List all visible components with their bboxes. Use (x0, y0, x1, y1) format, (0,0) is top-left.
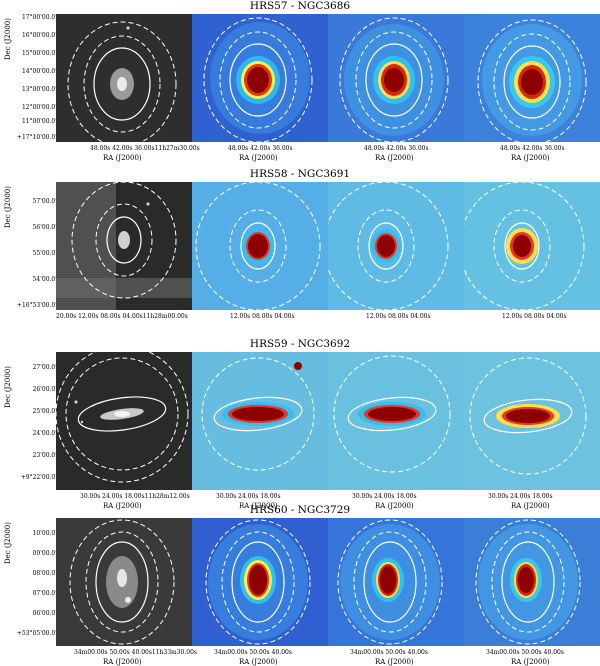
y-tick: 57'00.0" (32, 198, 58, 205)
y-tick: 25'00.0" (32, 408, 58, 415)
map-panel-3 (464, 14, 600, 142)
x-axis-label: RA (J2000) (103, 502, 142, 510)
row-ngc3692: HRS59 - NGC3692 Dec (J2000) 27'00.0" 26'… (0, 338, 600, 510)
y-tick: 08'00.0" (32, 570, 58, 577)
map-panel-1 (192, 352, 328, 490)
x-axis-label: RA (J2000) (511, 658, 550, 666)
x-axis-label: RA (J2000) (239, 154, 278, 162)
x-ticks-map-1: 30.00s 24.00s 18.00s (216, 493, 281, 500)
map-panel-2 (328, 14, 464, 142)
optical-image-panel (56, 518, 192, 646)
x-axis-label: RA (J2000) (103, 658, 142, 666)
x-axis-label: RA (J2000) (511, 154, 550, 162)
map-panel-1 (192, 518, 328, 646)
y-tick: 23'00.0" (32, 452, 58, 459)
x-axis-label: RA (J2000) (375, 658, 414, 666)
row-ngc3729: HRS60 - NGC3729 Dec (J2000) 10'00.0" 09'… (0, 504, 600, 666)
x-axis-label: RA (J2000) (239, 502, 278, 510)
x-axis-label: RA (J2000) (511, 502, 550, 510)
y-tick: 17°00'00.0" (21, 14, 58, 21)
y-tick: 06'00.0" (32, 610, 58, 617)
y-tick: 15°00'00.0" (21, 50, 58, 57)
y-tick: 56'00.0" (32, 224, 58, 231)
y-tick-list: 27'00.0" 26'00.0" 25'00.0" 24'00.0" 23'0… (8, 352, 58, 482)
y-tick-list: 17°00'00.0" 16°00'00.0" 15°00'00.0" 14°0… (8, 14, 58, 144)
map-panel-2 (328, 518, 464, 646)
y-tick: +16°53'00.0" (16, 302, 58, 309)
x-ticks-map-3: 48.00s 42.00s 36.00s (500, 145, 565, 152)
y-tick: 09'00.0" (32, 550, 58, 557)
map-panel-2 (328, 352, 464, 490)
x-ticks-optical: 20.00s 12.00s 08.00s 04.00s11h28m00.00s (56, 313, 188, 320)
y-tick: +53°05'00.0" (16, 630, 58, 637)
y-tick: 10'00.0" (32, 530, 58, 537)
y-tick: +9°22'00.0" (20, 474, 58, 481)
map-panel-3 (464, 352, 600, 490)
y-tick: 12°00'00.0" (21, 104, 58, 111)
y-tick: 16°00'00.0" (21, 32, 58, 39)
row-title: HRS59 - NGC3692 (249, 338, 351, 350)
row-title: HRS58 - NGC3691 (249, 168, 351, 180)
x-ticks-map-2: 48.00s 42.00s 36.00s (364, 145, 429, 152)
y-tick: 14°00'00.0" (21, 68, 58, 75)
x-ticks-map-2: 12.00s 08.00s 04.00s (366, 313, 431, 320)
y-tick-list: 10'00.0" 09'00.0" 08'00.0" 07'00.0" 06'0… (8, 518, 58, 648)
x-ticks-optical: 34m00.00s 50.00s 40.00s11h33m30.00s (74, 649, 197, 656)
x-ticks-map-3: 30.00s 24.00s 18.00s (488, 493, 553, 500)
optical-image-panel (56, 182, 192, 310)
row-title: HRS57 - NGC3686 (249, 0, 351, 12)
x-ticks-map-3: 12.00s 08.00s 04.00s (502, 313, 567, 320)
x-ticks-optical: 30.00s 24.00s 18.00s11h28m12.00s (80, 493, 190, 500)
x-ticks-optical: 48.00s 42.00s 36.00s11h27m30.00s (90, 145, 200, 152)
row-title: HRS60 - NGC3729 (249, 504, 351, 516)
y-tick: 24'00.0" (32, 430, 58, 437)
x-ticks-map-3: 34m00.00s 50.00s 40.00s (486, 649, 564, 656)
x-ticks-map-2: 30.00s 24.00s 18.00s (352, 493, 417, 500)
x-ticks-map-1: 12.00s 08.00s 04.00s (230, 313, 295, 320)
x-axis-label: RA (J2000) (375, 502, 414, 510)
x-axis-label: RA (J2000) (103, 154, 142, 162)
optical-image-panel (56, 352, 192, 490)
x-axis-label: RA (J2000) (375, 154, 414, 162)
y-tick: 11°00'00.0" (21, 118, 58, 125)
optical-image-panel (56, 14, 192, 142)
x-axis-label: RA (J2000) (239, 658, 278, 666)
map-panel-3 (464, 182, 600, 310)
y-tick: 27'00.0" (32, 364, 58, 371)
y-tick: 13°00'00.0" (21, 86, 58, 93)
y-tick: 07'00.0" (32, 590, 58, 597)
row-ngc3691: HRS58 - NGC3691 Dec (J2000) 57'00.0" 56'… (0, 168, 600, 328)
y-tick-list: 57'00.0" 56'00.0" 55'00.0" 54'00.0" +16°… (8, 182, 58, 312)
y-tick: 26'00.0" (32, 386, 58, 393)
row-ngc3686: HRS57 - NGC3686 Dec (J2000) 17°00'00.0" … (0, 0, 600, 162)
y-tick: +17°10'00.0" (16, 134, 58, 141)
x-ticks-map-1: 48.00s 42.00s 36.00s (228, 145, 293, 152)
y-tick: 54'00.0" (32, 276, 58, 283)
map-panel-1 (192, 14, 328, 142)
x-ticks-map-2: 34m00.00s 50.00s 40.00s (350, 649, 428, 656)
y-tick: 55'00.0" (32, 250, 58, 257)
map-panel-1 (192, 182, 328, 310)
x-ticks-map-1: 34m00.00s 50.00s 40.00s (214, 649, 292, 656)
map-panel-2 (328, 182, 464, 310)
map-panel-3 (464, 518, 600, 646)
